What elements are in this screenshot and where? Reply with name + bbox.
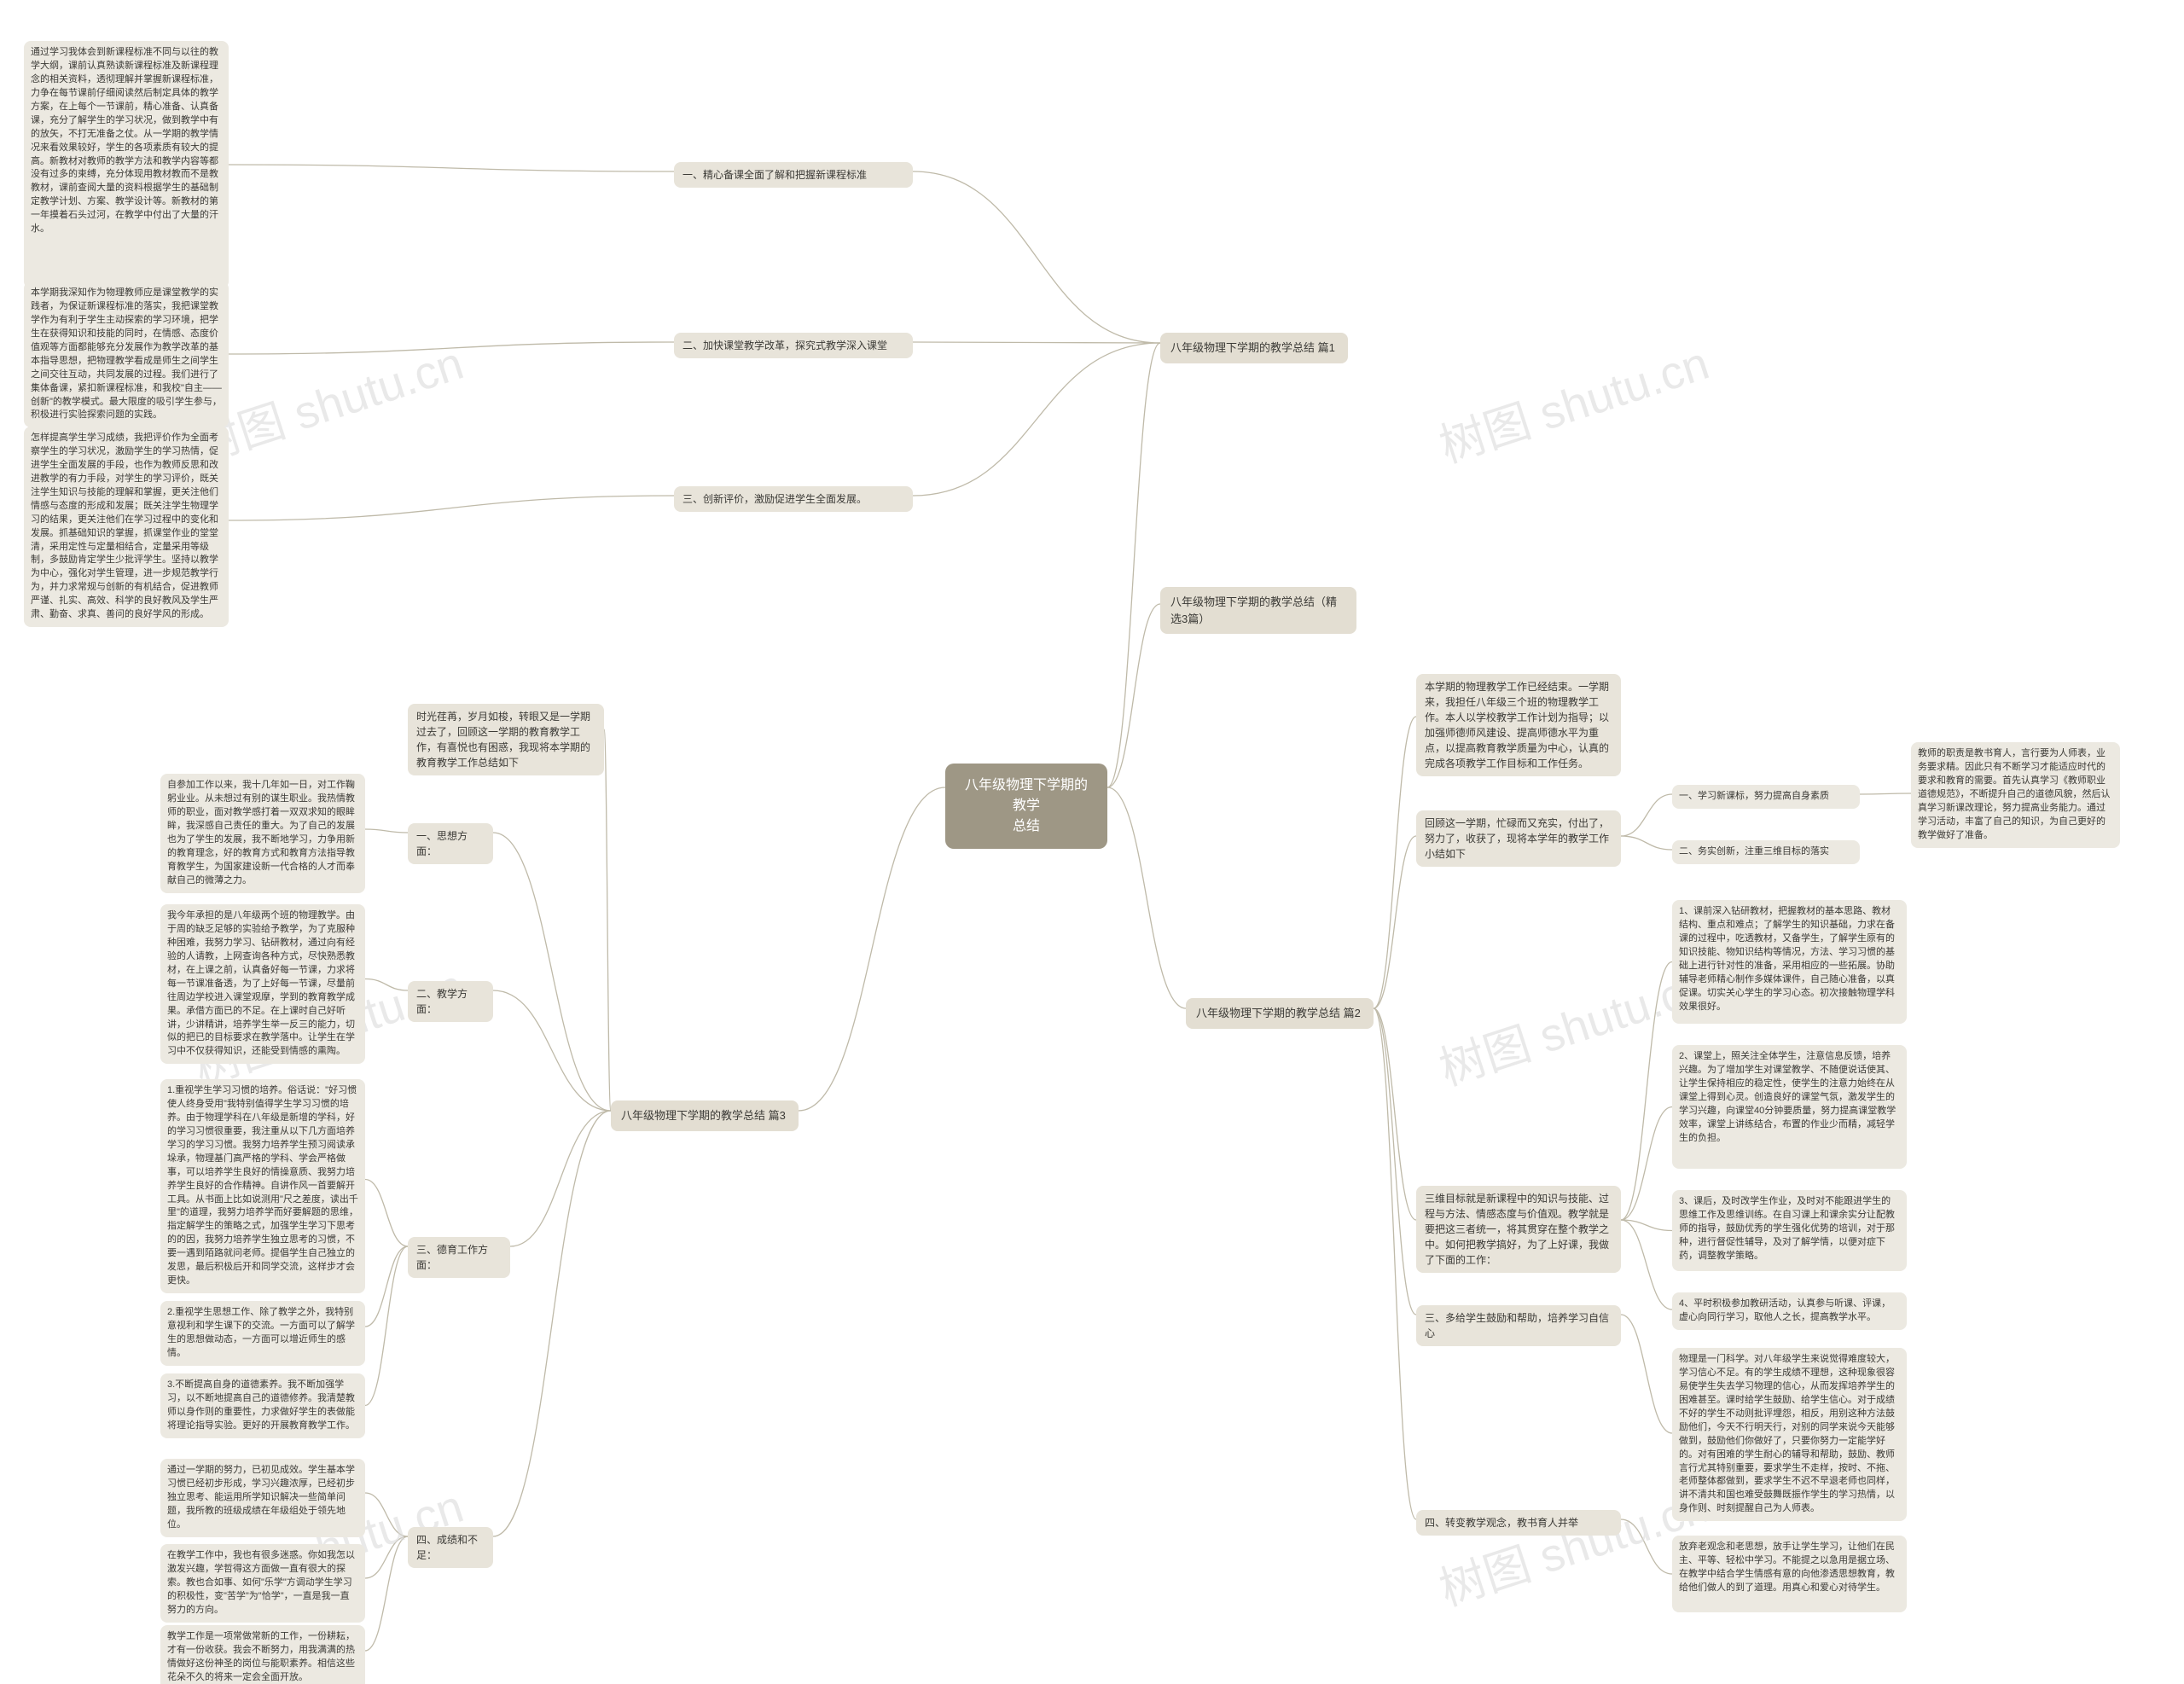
- leaf-p3-4-1: 在教学工作中，我也有很多迷惑。你如我怎以激发兴趣，学哲得这方面做一直有很大的探索…: [160, 1544, 365, 1623]
- branch-p2: 八年级物理下学期的教学总结 篇2: [1186, 998, 1374, 1029]
- leaf-p2-1-0: 一、学习新课标，努力提高自身素质: [1672, 785, 1860, 809]
- leaf-p2-3-0: 物理是一门科学。对八年级学生来说觉得难度较大，学习信心不足。有的学生成绩不理想，…: [1672, 1348, 1907, 1521]
- sub-p2-2: 三维目标就是新课程中的知识与技能、过程与方法、情感态度与价值观。教学就是要把这三…: [1416, 1186, 1621, 1273]
- leaf-p1-0-0: 通过学习我体会到新课程标准不同与以往的教学大纲，课前认真熟读新课程标准及新课程理…: [24, 41, 229, 288]
- sub-p3-3: 三、德育工作方面：: [408, 1237, 510, 1278]
- leaf-p1-2-0: 怎样提高学生学习成绩，我把评价作为全面考察学生的学习状况，激励学生的学习热情，促…: [24, 427, 229, 627]
- sub-p3-2: 二、教学方面：: [408, 981, 493, 1022]
- leaf-p3-4-0: 通过一学期的努力，已初见成效。学生基本学习惯已经初步形成，学习兴趣浓厚，已经初步…: [160, 1459, 365, 1537]
- sub-p1-0: 一、精心备课全面了解和把握新课程标准: [674, 162, 913, 188]
- sub-p2-0: 本学期的物理教学工作已经结束。一学期来，我担任八年级三个班的物理教学工作。本人以…: [1416, 674, 1621, 776]
- leaf-p3-3-0: 1.重视学生学习习惯的培养。俗话说："好习惯使人终身受用"我特别值得学生学习习惯…: [160, 1079, 365, 1293]
- sub-p2-1: 回顾这一学期，忙碌而又充实，付出了，努力了，收获了，现将本学年的教学工作小结如下: [1416, 810, 1621, 867]
- branch-p1: 八年级物理下学期的教学总结 篇1: [1160, 333, 1348, 363]
- center-node: 八年级物理下学期的教学 总结: [945, 764, 1107, 849]
- sub-p1-2: 三、创新评价，激励促进学生全面发展。: [674, 486, 913, 512]
- sub-p3-1: 一、思想方面：: [408, 823, 493, 864]
- branch-title2: 八年级物理下学期的教学总结（精 选3篇）: [1160, 587, 1356, 634]
- leaf-p2-2-2: 3、课后，及时改学生作业，及时对不能跟进学生的思维工作及思维训练。在自习课上和课…: [1672, 1190, 1907, 1271]
- leaf-p3-4-2: 教学工作是一项常做常新的工作，一份耕耘，才有一份收获。我会不断努力，用我满满的热…: [160, 1625, 365, 1684]
- leaf-p2-2-1: 2、课堂上，照关注全体学生，注意信息反馈，培养兴趣。为了增加学生对课堂教学、不随…: [1672, 1045, 1907, 1169]
- watermark: 树图 shutu.cn: [1430, 325, 1716, 475]
- sub-p1-1: 二、加快课堂教学改革，探究式教学深入课堂: [674, 333, 913, 358]
- deep-p2-1-0-0: 教师的职责是教书育人，言行要为人师表，业务要求精。因此只有不断学习才能适应时代的…: [1911, 742, 2120, 848]
- sub-p3-0: 时光荏苒，岁月如梭，转眼又是一学期过去了，回顾这一学期的教育教学工作，有喜悦也有…: [408, 704, 604, 775]
- leaf-p2-4-0: 放弃老观念和老思想，放手让学生学习，让他们在民主、平等、轻松中学习。不能提之以急…: [1672, 1536, 1907, 1612]
- leaf-p3-1-0: 自参加工作以来，我十几年如一日，对工作鞠躬业业。从未想过有别的谋生职业。我热情教…: [160, 774, 365, 893]
- leaf-p3-3-1: 2.重视学生思想工作、除了教学之外，我特别意视利和学生课下的交流。一方面可以了解…: [160, 1301, 365, 1366]
- sub-p2-4: 四、转变教学观念，教书育人并举: [1416, 1510, 1621, 1536]
- sub-p3-4: 四、成绩和不足：: [408, 1527, 493, 1568]
- leaf-p2-1-1: 二、务实创新，注重三维目标的落实: [1672, 840, 1860, 864]
- leaf-p2-2-0: 1、课前深入钻研教材，把握教材的基本思路、教材结构、重点和难点；了解学生的知识基…: [1672, 900, 1907, 1024]
- sub-p2-3: 三、多给学生鼓励和帮助，培养学习自信心: [1416, 1305, 1621, 1346]
- leaf-p2-2-3: 4、平时积极参加教研活动，认真参与听课、评课，虚心向同行学习，取他人之长，提高教…: [1672, 1292, 1907, 1330]
- branch-p3: 八年级物理下学期的教学总结 篇3: [611, 1100, 799, 1131]
- leaf-p3-3-2: 3.不断提高自身的道德素养。我不断加强学习，以不断地提高自己的道德修养。我清楚教…: [160, 1373, 365, 1438]
- leaf-p3-2-0: 我今年承担的是八年级两个班的物理教学。由于周的缺乏足够的实验给予教学，为了克服种…: [160, 904, 365, 1064]
- leaf-p1-1-0: 本学期我深知作为物理教师应是课堂教学的实践者，为保证新课程标准的落实，我把课堂教…: [24, 282, 229, 427]
